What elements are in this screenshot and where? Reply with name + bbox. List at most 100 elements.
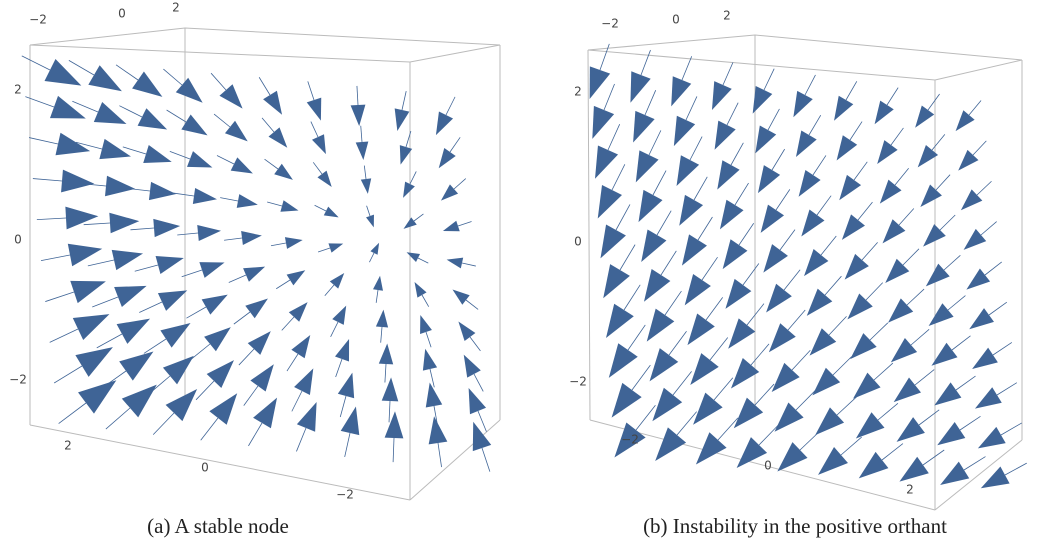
arrow-head bbox=[311, 134, 326, 155]
arrow-tail bbox=[705, 297, 723, 321]
arrow-tail bbox=[425, 331, 432, 348]
arrow-tail bbox=[363, 165, 367, 180]
arrow-head bbox=[853, 372, 881, 399]
arrow-tail bbox=[767, 108, 780, 131]
arrow-head bbox=[162, 355, 194, 385]
arrow-head bbox=[160, 322, 191, 348]
arrow-tail bbox=[927, 93, 940, 111]
arrow-head bbox=[969, 308, 994, 330]
arrow-head bbox=[719, 199, 744, 230]
arrow-tail bbox=[808, 115, 822, 136]
arrow-tail bbox=[238, 348, 255, 366]
arrow-head bbox=[350, 104, 366, 127]
arrow-head bbox=[850, 333, 877, 360]
arrow-tail bbox=[631, 364, 651, 391]
arrow-tail bbox=[877, 402, 899, 421]
arrow-tail bbox=[918, 409, 940, 426]
arrow-head bbox=[375, 309, 389, 328]
arrow-head bbox=[960, 189, 983, 211]
arrow-tail bbox=[92, 296, 119, 308]
arrow-head bbox=[592, 105, 615, 139]
tick-label: −2 bbox=[601, 17, 619, 31]
arrow-head bbox=[693, 392, 723, 425]
arrow-tail bbox=[943, 255, 961, 271]
arrow-tail bbox=[25, 96, 55, 108]
arrow-head bbox=[61, 169, 95, 193]
arrow-tail bbox=[738, 223, 755, 246]
arrow-head bbox=[306, 97, 322, 121]
arrow-head bbox=[192, 187, 217, 205]
arrow-head bbox=[219, 84, 243, 109]
arrow-head bbox=[253, 397, 278, 429]
arrow-head bbox=[323, 206, 339, 218]
arrow-tail bbox=[87, 259, 115, 267]
arrow-head bbox=[695, 432, 727, 465]
box-edge bbox=[587, 34, 1023, 61]
panel-a: (a) A stable node −2 0 2 2 0 −2 2 0 −2 bbox=[9, 1, 501, 538]
arrow-head bbox=[879, 179, 902, 204]
arrow-head bbox=[595, 145, 619, 179]
arrow-tail bbox=[344, 432, 351, 457]
arrow-tail bbox=[258, 77, 271, 96]
arrow-tail bbox=[681, 56, 693, 81]
arrow-head bbox=[241, 231, 262, 245]
arrow-tail bbox=[922, 449, 945, 466]
arrow-head bbox=[649, 348, 679, 382]
arrow-head bbox=[355, 141, 369, 161]
arrow-tail bbox=[79, 183, 107, 187]
tick-label: 2 bbox=[574, 85, 582, 99]
arrow-head bbox=[446, 257, 464, 269]
arrow-head bbox=[839, 174, 862, 201]
arrow-head bbox=[291, 335, 311, 359]
arrow-head bbox=[711, 81, 732, 111]
arrow-head bbox=[874, 100, 894, 125]
arrow-head bbox=[597, 185, 622, 219]
tick-label: 2 bbox=[64, 439, 72, 453]
box-edge bbox=[934, 439, 1023, 511]
arrow-head bbox=[420, 315, 432, 334]
arrow-head bbox=[931, 342, 958, 366]
arrow-tail bbox=[220, 197, 239, 202]
arrow-tail bbox=[656, 210, 672, 236]
arrow-head bbox=[72, 314, 110, 341]
arrow-tail bbox=[392, 437, 395, 463]
arrow-head bbox=[917, 144, 939, 168]
arrow-head bbox=[155, 255, 184, 275]
arrow-head bbox=[121, 384, 157, 418]
arrow-head bbox=[937, 422, 966, 446]
arrow-head bbox=[294, 368, 314, 395]
arrow-head bbox=[641, 229, 667, 262]
caption: (b) Instability in the positive orthant bbox=[643, 514, 947, 538]
arrow-tail bbox=[771, 148, 785, 171]
arrow-head bbox=[896, 417, 925, 442]
arrow-tail bbox=[465, 299, 479, 310]
arrow-head bbox=[236, 194, 258, 208]
arrow-head bbox=[268, 127, 288, 148]
arrow-head bbox=[428, 416, 448, 445]
arrow-tail bbox=[717, 417, 739, 441]
arrow-head bbox=[836, 135, 858, 161]
arrow-head bbox=[801, 209, 825, 237]
arrow-head bbox=[247, 331, 271, 355]
arrow-tail bbox=[148, 375, 171, 395]
arrow-tail bbox=[213, 113, 231, 128]
arrow-head bbox=[600, 224, 626, 259]
arrow-head bbox=[243, 266, 266, 282]
arrow-tail bbox=[413, 213, 424, 222]
arrow-head bbox=[885, 258, 910, 284]
arrow-tail bbox=[115, 64, 139, 81]
arrow-head bbox=[472, 421, 492, 452]
arrow-tail bbox=[233, 311, 251, 325]
arrow-tail bbox=[248, 422, 263, 447]
arrow-tail bbox=[968, 100, 982, 116]
arrow-head bbox=[809, 328, 837, 356]
arrow-head bbox=[187, 151, 213, 168]
arrow-tail bbox=[101, 370, 127, 389]
arrow-tail bbox=[96, 333, 123, 349]
arrow-head bbox=[681, 234, 707, 266]
tick-label: 0 bbox=[201, 461, 209, 475]
arrow-head bbox=[148, 181, 177, 201]
arrow-head bbox=[463, 354, 481, 378]
arrow-tail bbox=[130, 227, 155, 231]
